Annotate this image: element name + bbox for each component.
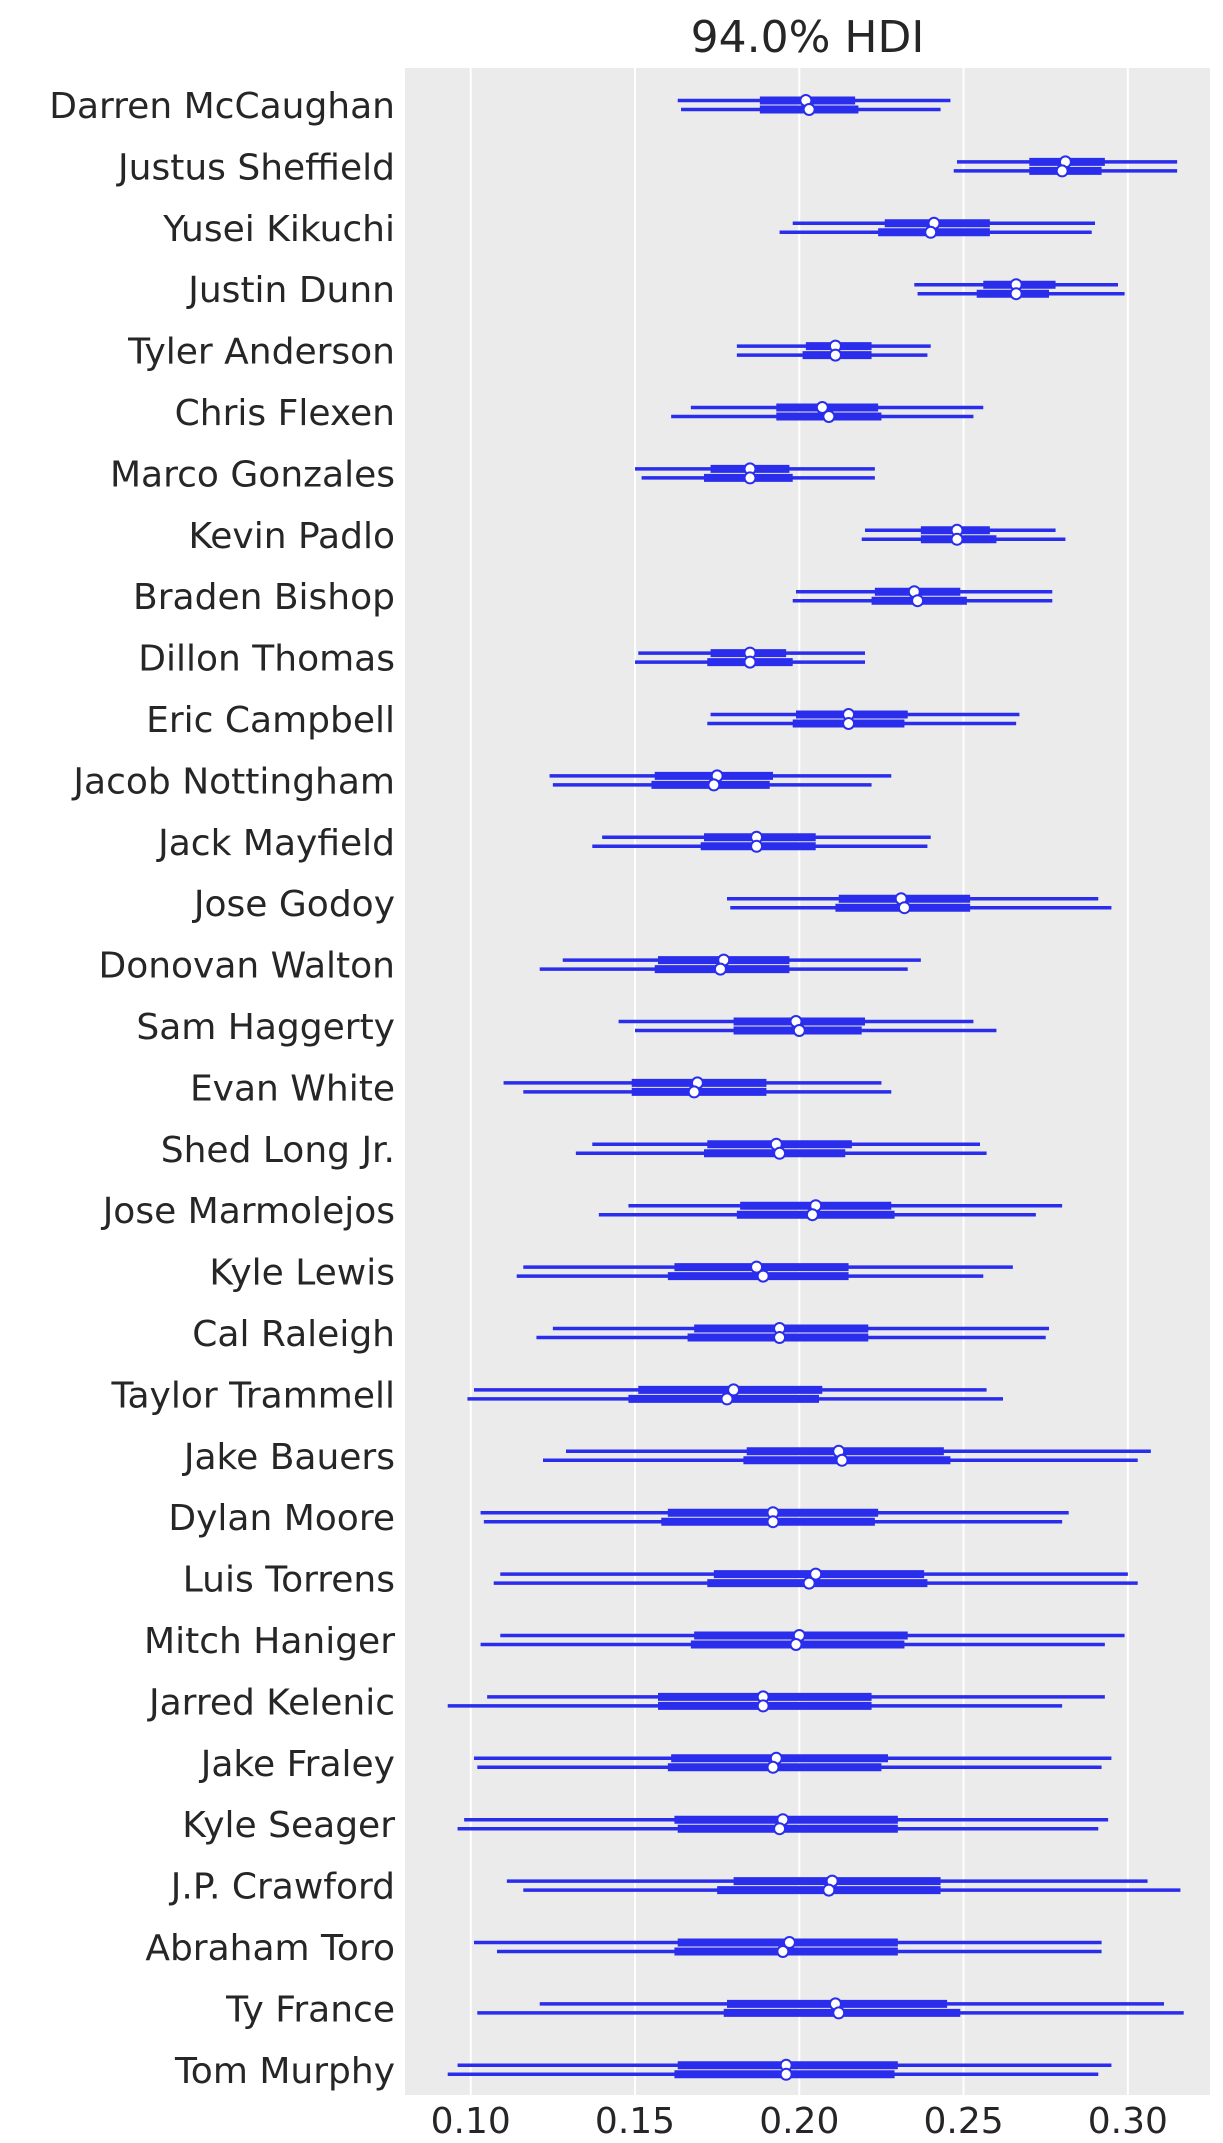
player-label: Eric Campbell <box>146 700 395 741</box>
median-point <box>707 778 721 792</box>
median-point <box>773 1146 787 1160</box>
player-label: Justin Dunn <box>186 270 395 311</box>
median-point <box>835 1453 849 1467</box>
player-label: Kyle Seager <box>182 1805 395 1846</box>
player-label: Dylan Moore <box>168 1498 395 1539</box>
player-label: Tyler Anderson <box>127 332 395 373</box>
x-tick-label: 0.15 <box>595 2101 675 2142</box>
median-point <box>776 1945 790 1958</box>
median-point <box>911 594 925 608</box>
median-point <box>756 1699 770 1713</box>
median-point <box>828 348 842 362</box>
player-label: Jake Bauers <box>182 1437 395 1478</box>
player-label: Jose Godoy <box>192 884 395 925</box>
player-label: Tom Murphy <box>174 2051 395 2092</box>
median-point <box>1055 164 1069 178</box>
player-label: Chris Flexen <box>175 393 395 434</box>
player-label: Darren McCaughan <box>49 86 395 127</box>
interval-marks <box>447 94 1184 2081</box>
player-label: Dillon Thomas <box>138 639 395 680</box>
median-point <box>789 1638 803 1651</box>
median-point <box>897 901 911 915</box>
x-tick-label: 0.25 <box>923 2101 1003 2142</box>
median-point <box>1009 287 1023 301</box>
player-label: Jake Fraley <box>199 1744 395 1785</box>
player-label: J.P. Crawford <box>169 1867 395 1908</box>
x-axis-ticks: 0.10 0.15 0.20 0.25 0.30 <box>431 2101 1168 2142</box>
player-label: Donovan Walton <box>98 946 395 987</box>
player-label: Abraham Toro <box>145 1928 395 1969</box>
median-point <box>773 1331 787 1344</box>
median-point <box>822 410 836 423</box>
median-point <box>950 532 964 546</box>
player-label: Evan White <box>190 1068 395 1109</box>
player-label: Mitch Haniger <box>144 1621 395 1662</box>
player-label: Yusei Kikuchi <box>162 209 395 250</box>
median-point <box>792 1024 806 1037</box>
median-point <box>805 1208 819 1222</box>
median-point <box>766 1760 780 1774</box>
player-label: Ty France <box>225 1989 395 2030</box>
player-label: Braden Bishop <box>133 577 395 618</box>
median-point <box>842 717 856 730</box>
median-point <box>832 2006 846 2020</box>
player-label: Cal Raleigh <box>192 1314 395 1355</box>
player-label: Kevin Padlo <box>188 516 395 557</box>
player-label: Jose Marmolejos <box>101 1191 395 1232</box>
median-point <box>766 1515 780 1529</box>
player-label: Jack Mayfield <box>156 823 395 864</box>
median-point <box>750 839 764 853</box>
player-label: Sam Haggerty <box>136 1007 395 1048</box>
player-label: Jacob Nottingham <box>71 761 395 802</box>
median-point <box>756 1269 770 1283</box>
x-tick-label: 0.30 <box>1088 2101 1168 2142</box>
median-point <box>743 655 757 669</box>
median-point <box>924 225 938 239</box>
x-tick-label: 0.10 <box>431 2101 511 2142</box>
median-point <box>802 1576 816 1590</box>
median-point <box>713 962 727 976</box>
median-point <box>779 2067 793 2081</box>
median-point <box>773 1822 787 1836</box>
player-label: Jarred Kelenic <box>147 1682 395 1723</box>
x-tick-label: 0.20 <box>759 2101 839 2142</box>
median-point <box>822 1883 836 1897</box>
player-label: Luis Torrens <box>183 1560 395 1601</box>
player-labels: Darren McCaughan Justus Sheffield Yusei Ki… <box>49 86 395 2092</box>
median-point <box>720 1392 734 1406</box>
chart-title: 94.0% HDI <box>691 12 925 63</box>
player-label: Taylor Trammell <box>110 1375 395 1416</box>
player-label: Kyle Lewis <box>209 1253 395 1294</box>
player-label: Justus Sheffield <box>116 147 395 188</box>
median-point <box>743 471 757 485</box>
player-label: Marco Gonzales <box>110 454 395 495</box>
median-point <box>802 103 816 116</box>
player-label: Shed Long Jr. <box>161 1130 395 1171</box>
median-point <box>687 1085 701 1099</box>
